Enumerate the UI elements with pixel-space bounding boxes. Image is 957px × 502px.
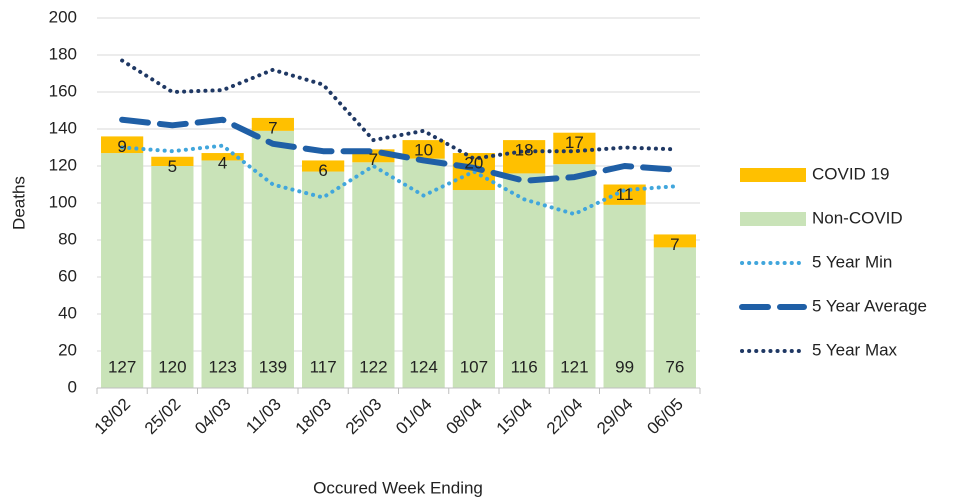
x-tick-label: 11/03 <box>242 395 285 438</box>
x-tick-label: 04/03 <box>191 395 235 439</box>
y-axis-title: Deaths <box>9 176 28 230</box>
legend-label: 5 Year Average <box>812 296 927 315</box>
bar-segment <box>553 164 596 388</box>
data-label: 116 <box>511 357 538 376</box>
data-label: 124 <box>409 357 437 376</box>
bar-segment <box>302 171 345 388</box>
x-tick-label: 25/03 <box>342 395 386 439</box>
y-tick-label: 140 <box>49 118 77 137</box>
bar-segment <box>201 160 244 388</box>
data-label: 18 <box>515 141 534 160</box>
y-tick-label: 160 <box>49 81 77 100</box>
legend-label: 5 Year Max <box>812 340 898 359</box>
y-tick-label: 100 <box>49 192 77 211</box>
bar-segment <box>201 153 244 161</box>
data-label: 99 <box>615 357 634 376</box>
x-tick-label: 25/02 <box>141 395 185 439</box>
x-tick-label: 22/04 <box>543 395 587 439</box>
y-tick-label: 200 <box>49 7 77 26</box>
y-tick-label: 60 <box>58 266 77 285</box>
data-label: 11 <box>616 185 634 204</box>
data-label: 76 <box>665 357 684 376</box>
data-label: 7 <box>670 235 679 254</box>
bar-segment <box>402 140 445 159</box>
bar-segment <box>101 153 144 388</box>
x-tick-label: 01/04 <box>392 395 436 439</box>
bar-segment <box>603 204 646 388</box>
data-label: 120 <box>158 357 186 376</box>
line-series <box>120 58 677 161</box>
data-label: 6 <box>318 161 327 180</box>
x-tick-label: 06/05 <box>643 395 687 439</box>
y-tick-label: 80 <box>58 229 77 248</box>
data-label: 17 <box>565 133 584 152</box>
bar-segment <box>603 184 646 205</box>
data-label: 20 <box>464 154 483 173</box>
data-label: 9 <box>117 137 126 156</box>
bar-segment <box>653 247 696 388</box>
x-tick-label: 08/04 <box>442 395 486 439</box>
legend-swatch <box>740 168 806 182</box>
bar-segment <box>101 136 144 154</box>
data-label: 127 <box>108 357 136 376</box>
bar-segment <box>151 156 194 166</box>
x-axis-title: Occured Week Ending <box>313 478 483 497</box>
data-label: 121 <box>560 357 588 376</box>
y-tick-label: 0 <box>68 377 77 396</box>
bar-segment <box>452 190 495 388</box>
data-label: 7 <box>268 118 277 137</box>
line-series <box>120 143 677 217</box>
x-tick-label: 18/02 <box>91 395 135 439</box>
data-label: 123 <box>208 357 236 376</box>
y-tick-label: 20 <box>58 340 77 359</box>
x-tick-label: 15/04 <box>493 395 537 439</box>
legend-label: Non-COVID <box>812 208 903 227</box>
bar-segment <box>151 166 194 388</box>
bar-segment <box>553 132 596 165</box>
legend-swatch <box>740 212 806 226</box>
y-tick-label: 180 <box>49 44 77 63</box>
data-label: 5 <box>168 157 177 176</box>
y-tick-label: 40 <box>58 303 77 322</box>
bar-segment <box>302 160 345 172</box>
bar-segment <box>251 117 294 131</box>
legend-label: COVID 19 <box>812 164 889 183</box>
x-tick-label: 18/03 <box>292 395 336 439</box>
data-label: 139 <box>259 357 287 376</box>
bar-segment <box>503 140 546 174</box>
data-label: 107 <box>460 357 488 376</box>
line-series <box>119 116 678 184</box>
bar-segment <box>503 173 546 388</box>
data-label: 10 <box>414 141 433 160</box>
x-tick-label: 29/04 <box>593 395 637 439</box>
bar-segment <box>251 130 294 388</box>
data-label: 122 <box>359 357 387 376</box>
bar-segment <box>352 162 395 388</box>
y-tick-label: 120 <box>49 155 77 174</box>
data-label: 117 <box>310 357 337 376</box>
bar-segment <box>653 234 696 248</box>
legend-label: 5 Year Min <box>812 252 892 271</box>
bar-segment <box>402 158 445 388</box>
data-label: 4 <box>218 154 227 173</box>
data-label: 7 <box>369 150 378 169</box>
